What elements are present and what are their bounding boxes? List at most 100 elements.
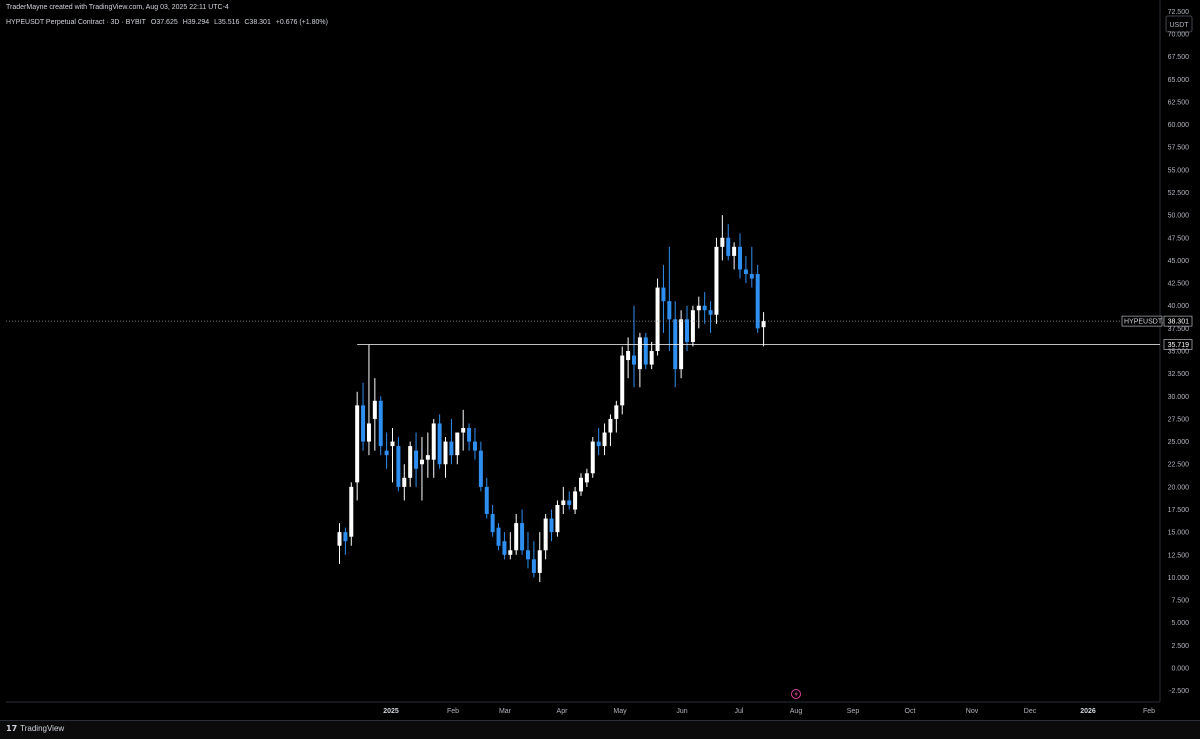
candle <box>520 509 525 555</box>
candle <box>720 215 725 261</box>
candle-body <box>702 305 707 311</box>
candle <box>608 414 613 447</box>
candle-body <box>626 351 631 361</box>
candle <box>637 332 642 388</box>
candle <box>561 486 566 515</box>
candle <box>714 237 719 324</box>
candle-body <box>761 321 766 328</box>
candle-body <box>455 432 460 456</box>
candle-body <box>708 310 713 315</box>
candle <box>584 468 589 487</box>
currency-button[interactable] <box>1165 15 1193 33</box>
time-axis[interactable]: 2025 Feb Mar Apr May Jun Jul Aug Sep Oct Nov Dec 202… <box>383 689 1155 716</box>
time-tick-label: Sep <box>847 708 860 715</box>
candle <box>337 523 342 564</box>
price-tick-label: 60.000 <box>1168 122 1190 129</box>
candle <box>461 409 466 451</box>
horizontal-level[interactable]: HYPEUSDT.P 38.301 35.719 <box>6 315 1193 350</box>
price-tick-label: 17.500 <box>1168 507 1190 514</box>
price-tick-label: 65.000 <box>1168 77 1190 84</box>
price-tick-label: 20.000 <box>1168 484 1190 491</box>
candle <box>755 264 760 333</box>
candle <box>467 423 472 451</box>
candle <box>567 491 572 510</box>
candle-body <box>561 500 566 505</box>
candle-body <box>608 418 613 433</box>
price-tick-label: 35.000 <box>1168 349 1190 356</box>
candle <box>702 292 707 324</box>
tradingview-logo-icon: 17 <box>6 724 18 733</box>
candle-body <box>402 477 407 487</box>
candle-body <box>425 455 430 460</box>
price-axis[interactable]: USDT 72.500 70.000 67.500 65.000 62.500 60.000… <box>1165 9 1193 695</box>
candle <box>749 246 754 288</box>
candle <box>743 255 748 284</box>
chart-area[interactable] <box>0 0 1161 703</box>
price-tick-label: 42.500 <box>1168 281 1190 288</box>
candle <box>490 504 495 537</box>
candle-body <box>567 500 572 505</box>
candle-body <box>738 246 743 270</box>
candle <box>425 432 430 478</box>
candle <box>514 514 519 555</box>
candle-body <box>396 446 401 487</box>
ohlc-open: O37.625 <box>150 19 178 26</box>
candle <box>685 305 690 351</box>
plot-background[interactable] <box>0 0 1160 702</box>
candle-body <box>508 550 513 555</box>
price-tick-label: 7.500 <box>1171 598 1189 605</box>
candle-body <box>537 550 542 573</box>
candle-body <box>355 405 360 483</box>
level-price-label: 35.719 <box>1168 342 1190 349</box>
candle <box>496 523 501 551</box>
price-tick-label: 50.000 <box>1168 213 1190 220</box>
symbol-legend: HYPEUSDT Perpetual Contract · 3D · BYBIT… <box>6 19 331 26</box>
candle <box>531 541 536 578</box>
candle-body <box>525 550 530 560</box>
price-tick-label: 22.500 <box>1168 462 1190 469</box>
price-tick-label: 5.000 <box>1171 620 1189 627</box>
price-tick-label: 40.000 <box>1168 303 1190 310</box>
candle <box>602 423 607 456</box>
candle-body <box>437 423 442 465</box>
candle <box>390 427 395 483</box>
candle-body <box>490 514 495 533</box>
tradingview-logo[interactable]: 17 TradingView <box>6 724 64 733</box>
time-tick-label: May <box>613 708 627 715</box>
time-tick-label: 2026 <box>1080 708 1096 715</box>
candle-body <box>520 523 525 551</box>
price-tick-label: 67.500 <box>1168 54 1190 61</box>
candle <box>726 224 731 261</box>
candle <box>596 427 601 456</box>
price-tick-label: 15.000 <box>1168 530 1190 537</box>
event-lightning-icon[interactable] <box>791 689 801 699</box>
candle <box>455 432 460 465</box>
price-tick-label: 47.500 <box>1168 235 1190 242</box>
candle-body <box>419 459 424 465</box>
candle <box>661 264 666 333</box>
candle <box>614 400 619 433</box>
candle-body <box>649 351 654 365</box>
candle-body <box>361 405 366 442</box>
symbol-title: HYPEUSDT Perpetual Contract · 3D · BYBIT <box>6 19 146 26</box>
candle-body <box>408 446 413 478</box>
candle <box>343 527 348 555</box>
candle-body <box>531 559 536 573</box>
candle-body <box>578 477 583 492</box>
candle <box>708 301 713 333</box>
price-tick-label: 70.000 <box>1168 31 1190 38</box>
candle-body <box>643 337 648 365</box>
candle-body <box>472 441 477 451</box>
candle-body <box>549 518 554 533</box>
candle-body <box>449 441 454 456</box>
candle <box>366 344 371 456</box>
candle <box>378 396 383 456</box>
candle <box>431 418 436 478</box>
candle <box>502 532 507 560</box>
candle <box>573 486 578 515</box>
candle-body <box>620 355 625 406</box>
price-tick-label: 55.000 <box>1168 167 1190 174</box>
ohlc-high: H39.294 <box>182 19 210 26</box>
candle-body <box>514 523 519 551</box>
